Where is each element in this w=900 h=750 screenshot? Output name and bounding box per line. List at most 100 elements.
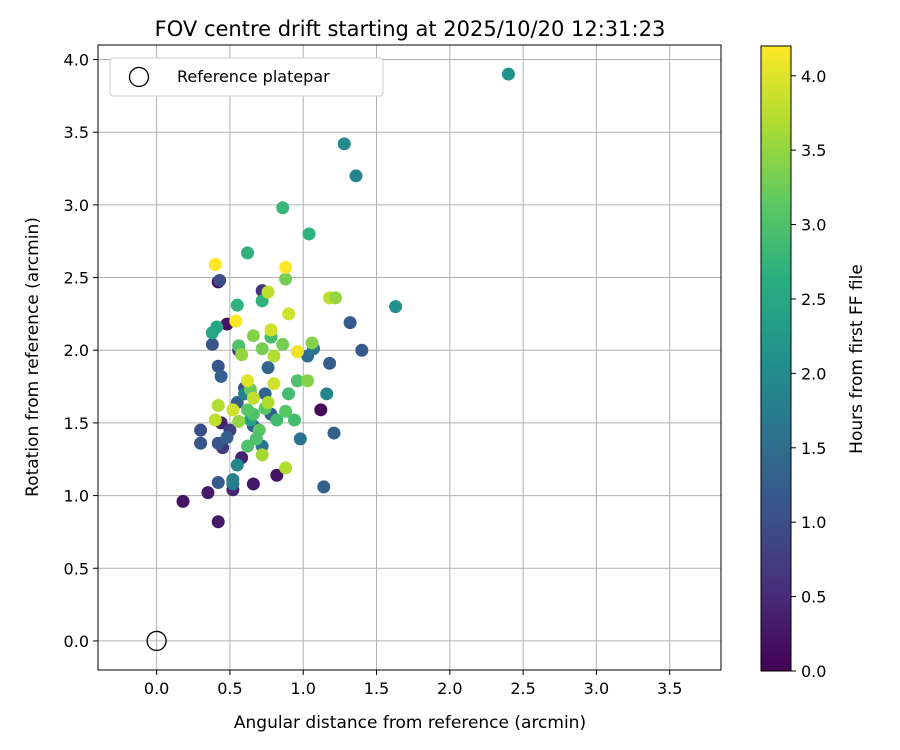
data-point bbox=[305, 336, 319, 350]
colorbar-gradient bbox=[760, 45, 792, 672]
data-point bbox=[293, 432, 307, 446]
data-point bbox=[320, 387, 334, 401]
data-point bbox=[255, 342, 269, 356]
data-point bbox=[270, 468, 284, 482]
data-point bbox=[328, 291, 342, 305]
data-point bbox=[264, 323, 278, 337]
grid-lines bbox=[98, 45, 721, 670]
data-point bbox=[246, 391, 260, 405]
legend: Reference platepar bbox=[109, 57, 384, 97]
x-axis-ticks: 0.0 0.5 1.0 1.5 2.0 2.5 3.0 3.5 bbox=[144, 670, 682, 698]
reference-point-marker bbox=[146, 630, 167, 652]
data-point bbox=[279, 461, 293, 475]
data-point bbox=[317, 480, 331, 494]
data-point bbox=[230, 298, 244, 312]
data-point bbox=[261, 396, 275, 410]
colorbar-tick-label: 4.0 bbox=[801, 67, 826, 86]
legend-label: Reference platepar bbox=[177, 67, 330, 86]
x-tick-label: 0.5 bbox=[217, 679, 242, 698]
colorbar-tick-label: 2.5 bbox=[801, 290, 826, 309]
data-point bbox=[323, 356, 337, 370]
data-point bbox=[220, 430, 234, 444]
y-tick-label: 1.5 bbox=[64, 414, 89, 433]
legend-box bbox=[109, 57, 384, 97]
data-point bbox=[327, 426, 341, 440]
colorbar-tick-label: 1.0 bbox=[801, 513, 826, 532]
y-tick-label: 1.0 bbox=[64, 487, 89, 506]
data-point bbox=[214, 369, 228, 383]
data-point bbox=[314, 403, 328, 417]
data-point bbox=[349, 169, 363, 183]
data-point bbox=[205, 337, 219, 351]
plot-frame bbox=[97, 44, 722, 671]
data-point bbox=[241, 439, 255, 453]
data-point bbox=[211, 515, 225, 529]
y-tick-label: 3.0 bbox=[64, 196, 89, 215]
colorbar-tick-label: 0.0 bbox=[801, 662, 826, 681]
colorbar: 0.0 0.5 1.0 1.5 2.0 2.5 3.0 3.5 4.0 Hours from f… bbox=[760, 45, 867, 681]
data-point bbox=[176, 494, 190, 508]
data-point bbox=[232, 414, 246, 428]
data-point bbox=[201, 486, 215, 500]
data-point bbox=[211, 398, 225, 412]
data-point bbox=[267, 349, 281, 363]
data-point bbox=[246, 329, 260, 343]
data-point bbox=[210, 320, 224, 334]
data-point bbox=[261, 361, 275, 375]
data-point bbox=[501, 67, 515, 81]
data-point bbox=[282, 307, 296, 321]
data-point bbox=[194, 423, 208, 437]
data-point bbox=[261, 285, 275, 299]
data-point bbox=[343, 316, 357, 330]
x-tick-label: 1.5 bbox=[364, 679, 389, 698]
x-tick-label: 0.0 bbox=[144, 679, 169, 698]
data-point bbox=[229, 314, 243, 328]
data-point bbox=[208, 257, 222, 271]
data-point bbox=[279, 260, 293, 274]
data-point bbox=[389, 300, 403, 314]
data-point bbox=[246, 477, 260, 491]
data-point bbox=[241, 246, 255, 260]
data-point bbox=[208, 413, 222, 427]
data-point bbox=[276, 201, 290, 215]
data-point bbox=[194, 436, 208, 450]
y-tick-label: 2.0 bbox=[64, 341, 89, 360]
data-point bbox=[241, 374, 255, 388]
data-point bbox=[302, 227, 316, 241]
data-point bbox=[279, 272, 293, 286]
y-axis-label: Rotation from reference (arcmin) bbox=[23, 217, 43, 497]
colorbar-tick-label: 3.5 bbox=[801, 141, 826, 160]
reference-platepar-marker bbox=[146, 630, 167, 652]
y-tick-label: 0.5 bbox=[64, 559, 89, 578]
colorbar-label: Hours from first FF file bbox=[847, 264, 867, 454]
x-axis-label: Angular distance from reference (arcmin) bbox=[234, 713, 586, 733]
legend-marker-circle bbox=[128, 66, 150, 88]
y-tick-label: 0.0 bbox=[64, 632, 89, 651]
colorbar-tick-label: 3.0 bbox=[801, 216, 826, 235]
data-point bbox=[279, 404, 293, 418]
data-point bbox=[276, 337, 290, 351]
data-point bbox=[267, 377, 281, 391]
data-point bbox=[301, 374, 315, 388]
colorbar-tick-label: 2.0 bbox=[801, 364, 826, 383]
data-point bbox=[337, 137, 351, 151]
data-point bbox=[211, 359, 225, 373]
data-point bbox=[226, 403, 240, 417]
colorbar-tick-label: 0.5 bbox=[801, 588, 826, 607]
data-point bbox=[287, 413, 301, 427]
x-tick-label: 2.5 bbox=[510, 679, 535, 698]
x-tick-label: 3.0 bbox=[584, 679, 609, 698]
y-tick-label: 4.0 bbox=[64, 51, 89, 70]
data-point bbox=[230, 458, 244, 472]
data-point bbox=[235, 348, 249, 362]
x-tick-label: 1.0 bbox=[290, 679, 315, 698]
data-point bbox=[241, 403, 255, 417]
x-tick-label: 3.5 bbox=[657, 679, 682, 698]
x-tick-label: 2.0 bbox=[437, 679, 462, 698]
colorbar-ticks: 0.0 0.5 1.0 1.5 2.0 2.5 3.0 3.5 4.0 bbox=[791, 67, 826, 681]
data-points bbox=[176, 67, 515, 529]
y-axis-ticks: 0.0 0.5 1.0 1.5 2.0 2.5 3.0 3.5 4.0 bbox=[64, 51, 98, 651]
colorbar-tick-label: 1.5 bbox=[801, 439, 826, 458]
data-point bbox=[255, 448, 269, 462]
data-point bbox=[211, 476, 225, 489]
